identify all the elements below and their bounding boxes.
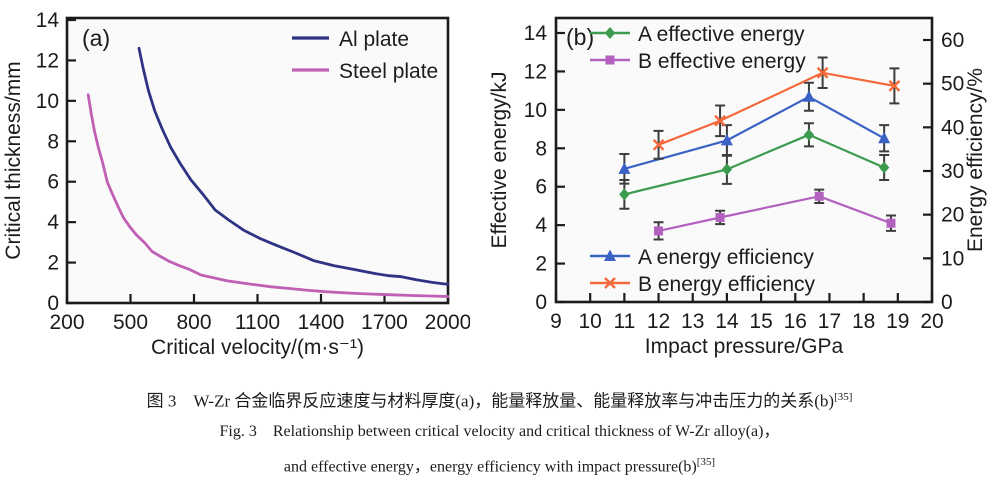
figure-caption: 图 3 W-Zr 合金临界反应速度与材料厚度(a)，能量释放量、能量释放率与冲击… <box>0 382 999 482</box>
y-right-tick-label: 20 <box>941 204 964 227</box>
y-right-axis-label: Energy efficiency/% <box>964 68 987 252</box>
citation-ref: [35] <box>696 455 716 468</box>
legend-label: Steel plate <box>339 60 438 83</box>
chart-effective-energy-panel-b: 9 10 11 12 13 14 15 16 17 18 19 2002468101214010203… <box>488 16 987 358</box>
y-right-tick-label: 10 <box>941 247 964 270</box>
y-left-tick-label: 10 <box>524 99 547 122</box>
x-tick-label: 10 <box>579 310 602 333</box>
y-tick-label: 12 <box>36 49 59 72</box>
legend-label: B energy efficiency <box>638 273 816 296</box>
marker-x-icon <box>652 138 665 151</box>
x-tick-label: 18 <box>852 310 875 333</box>
x-tick-label: 19 <box>886 310 909 333</box>
x-tick-label: 17 <box>818 310 841 333</box>
y-right-tick-label: 50 <box>941 73 964 96</box>
marker-triangle-icon <box>604 249 616 261</box>
x-tick-label: 9 <box>550 310 562 333</box>
marker-square-icon <box>715 212 725 222</box>
x-axis-label: Impact pressure/GPa <box>645 335 844 358</box>
x-axis-label: Critical velocity/(m·s⁻¹) <box>151 336 364 359</box>
caption-english-line1: Fig. 3 Relationship between critical vel… <box>0 417 999 447</box>
caption-english-text1: Fig. 3 Relationship between critical vel… <box>219 422 780 440</box>
marker-triangle-icon <box>802 90 815 102</box>
y-tick-label: 6 <box>47 171 59 194</box>
y-right-tick-label: 40 <box>941 116 964 139</box>
series-line <box>658 195 892 232</box>
y-left-tick-label: 12 <box>524 60 547 83</box>
y-tick-label: 14 <box>36 9 60 32</box>
figure-panels: 200 500 800 1100 1400 1700 2000 0 2 4 6 8 10 12 14 Crit… <box>2 9 987 359</box>
y-left-tick-label: 2 <box>535 253 547 276</box>
x-tick-label: 14 <box>715 310 739 333</box>
x-tick-label: 15 <box>749 310 772 333</box>
plot-frame <box>65 16 450 305</box>
marker-x-icon <box>816 66 829 79</box>
marker-diamond-icon <box>619 188 630 201</box>
x-tick-label: 500 <box>113 311 148 334</box>
y-left-tick-label: 6 <box>535 176 547 199</box>
legend-label: B effective energy <box>638 50 806 73</box>
y-left-axis-label: Effective energy/kJ <box>488 71 511 248</box>
y-right-tick-label: 0 <box>941 291 953 314</box>
citation-ref: [35] <box>834 391 853 403</box>
marker-square-icon <box>654 226 664 236</box>
legend-label: A effective energy <box>638 23 805 46</box>
caption-english-line2: and effective energy，energy efficiency w… <box>0 447 999 482</box>
marker-x-icon <box>888 80 901 92</box>
chart-critical-thickness-panel-a: 200 500 800 1100 1400 1700 2000 0 2 4 6 8 10 12 14 Crit… <box>2 9 470 359</box>
y-tick-label: 4 <box>47 211 59 234</box>
y-tick-label: 10 <box>36 90 59 113</box>
caption-english-text2: and effective energy，energy efficiency w… <box>283 457 697 475</box>
x-tick-label: 2000 <box>425 311 470 334</box>
y-left-tick-label: 0 <box>535 291 547 314</box>
legend-label: Al plate <box>339 28 409 51</box>
y-tick-label: 8 <box>47 130 59 153</box>
series-line <box>86 93 450 298</box>
x-tick-label: 12 <box>647 310 670 333</box>
y-tick-label: 0 <box>47 292 59 315</box>
series-line <box>624 133 885 196</box>
y-right-tick-label: 30 <box>941 160 964 183</box>
panel-label: (a) <box>82 25 110 51</box>
x-tick-label: 1400 <box>298 311 345 334</box>
y-tick-label: 2 <box>47 252 59 275</box>
marker-diamond-icon <box>803 128 815 141</box>
marker-square-icon <box>605 55 615 65</box>
marker-x-icon <box>604 277 616 289</box>
y-left-tick-label: 14 <box>524 22 548 45</box>
y-axis-label: Critical thickness/mm <box>2 61 25 259</box>
series-line <box>137 46 450 286</box>
panel-label: (b) <box>566 24 594 50</box>
marker-triangle-icon <box>878 131 891 144</box>
marker-diamond-icon <box>604 27 616 39</box>
x-tick-label: 11 <box>613 310 635 333</box>
x-tick-label: 800 <box>176 311 211 334</box>
caption-chinese-text: 图 3 W-Zr 合金临界反应速度与材料厚度(a)，能量释放量、能量释放率与冲击… <box>146 391 835 411</box>
marker-triangle-icon <box>618 162 631 174</box>
series-line <box>624 95 885 170</box>
y-left-tick-label: 4 <box>535 214 547 237</box>
y-left-tick-label: 8 <box>535 137 547 160</box>
x-tick-label: 1100 <box>235 311 280 334</box>
legend-label: A energy efficiency <box>638 246 814 269</box>
marker-triangle-icon <box>720 133 733 146</box>
caption-chinese: 图 3 W-Zr 合金临界反应速度与材料厚度(a)，能量释放量、能量释放率与冲击… <box>0 382 999 417</box>
series-line <box>658 71 895 146</box>
x-tick-label: 16 <box>784 310 807 333</box>
marker-square-icon <box>814 191 824 201</box>
x-tick-label: 20 <box>920 310 943 333</box>
y-right-tick-label: 60 <box>941 29 964 52</box>
marker-x-icon <box>714 114 726 127</box>
x-tick-label: 200 <box>49 311 84 334</box>
marker-square-icon <box>886 218 896 228</box>
x-tick-label: 13 <box>681 310 704 333</box>
x-tick-label: 1700 <box>361 311 408 334</box>
